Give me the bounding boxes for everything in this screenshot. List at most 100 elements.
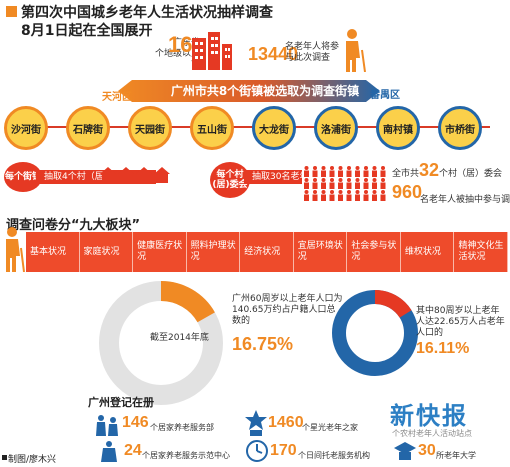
elder-person-icon xyxy=(355,178,360,189)
registry-number: 146 xyxy=(122,414,149,431)
committees-suffix: 个村（居）委会 xyxy=(439,169,503,179)
survey-category: 家庭状况 xyxy=(80,232,134,272)
registry-text: 所老年大学 xyxy=(436,451,476,460)
elder-person-icon xyxy=(346,166,352,177)
service-center-icon xyxy=(101,441,117,462)
registry-text: 个居家养老服务示范中心 xyxy=(142,451,230,460)
elder-person-icon xyxy=(312,166,318,177)
category-bar xyxy=(26,232,508,272)
elder-person-icon xyxy=(355,190,360,201)
elder-person-icon xyxy=(312,190,318,201)
street-circle: 市桥街 xyxy=(438,106,482,150)
registry-number: 170 xyxy=(270,442,297,459)
guangdong-prefix: 广东省 xyxy=(172,38,200,48)
survey-category: 宜居环境状况 xyxy=(294,232,348,272)
participants-number: 13440 xyxy=(248,44,299,64)
elder-person-icon xyxy=(338,190,343,201)
elder-person-icon xyxy=(304,178,309,189)
daycare-icon xyxy=(246,440,268,462)
elder-person-icon xyxy=(329,178,335,189)
elderly-population-percent: 16.75% xyxy=(232,334,294,354)
street-circle: 大龙街 xyxy=(252,106,296,150)
survey-category: 经济状况 xyxy=(240,232,294,272)
tianhe-district-label: 天河区 xyxy=(102,92,132,103)
street-circle: 五山街 xyxy=(190,106,234,150)
elderly-80-desc: 其中80周岁以上老年人达22.65万人占老年人口的 xyxy=(416,306,505,338)
street-circle: 天园街 xyxy=(128,106,172,150)
elder-with-cane-icon xyxy=(6,227,25,272)
elder-person-icon xyxy=(363,190,369,201)
star-home-icon xyxy=(245,410,267,436)
elder-person-icon xyxy=(372,166,377,177)
survey-category: 健康医疗状况 xyxy=(133,232,187,272)
survey-category: 维权状况 xyxy=(401,232,455,272)
elder-person-icon xyxy=(312,178,318,189)
committees-number: 32 xyxy=(419,160,440,180)
elder-person-icon xyxy=(321,166,326,177)
elder-person-icon xyxy=(321,178,326,189)
houses-icon xyxy=(100,167,170,183)
survey-category: 基本状况 xyxy=(26,232,80,272)
elder-person-icon xyxy=(372,190,377,201)
registry-text: 个星光老年之家 xyxy=(302,423,358,432)
title-bullet xyxy=(6,6,17,17)
survey-category: 精神文化生活状况 xyxy=(454,232,508,272)
credit-mark xyxy=(2,455,7,460)
watermark-logo: 新快报 xyxy=(390,402,468,430)
elder-person-icon xyxy=(346,178,352,189)
banner-text: 广州市共8个街镇被选取为调查街镇 xyxy=(170,84,360,98)
elderly-ratio-donut xyxy=(99,281,223,405)
elderly-80-ratio-donut xyxy=(332,290,418,376)
committees-prefix: 全市共 xyxy=(392,169,420,179)
registry-number: 30 xyxy=(418,442,436,459)
elder-person-icon xyxy=(380,166,386,177)
elder-person-icon xyxy=(329,190,335,201)
elder-person-icon xyxy=(363,166,369,177)
elder-person-icon xyxy=(346,190,352,201)
caregiver-icon xyxy=(96,415,118,436)
per-village-action: 抽取30名老年人 xyxy=(244,170,317,184)
credit-text: 制图/廖木兴 xyxy=(8,455,57,465)
survey-title: 调查问卷分“九大板块” xyxy=(6,218,141,233)
elder-person-icon xyxy=(380,190,386,201)
street-circle: 沙河街 xyxy=(4,106,48,150)
participants-text: 名老年人将参与此次调查 xyxy=(285,42,340,63)
elder-person-icon xyxy=(372,178,377,189)
guangdong-cities-number: 16 xyxy=(168,32,193,57)
street-circle: 南村镇 xyxy=(376,106,420,150)
street-circle: 石牌街 xyxy=(66,106,110,150)
elder-person-icon xyxy=(304,166,309,177)
survey-category: 照料护理状况 xyxy=(187,232,241,272)
elders-grid-icon xyxy=(304,166,386,201)
elder-person-icon xyxy=(329,166,335,177)
elder-person-icon xyxy=(321,190,326,201)
survey-category: 社会参与状况 xyxy=(347,232,401,272)
per-village-badge: 每个村(居)委会 xyxy=(210,162,250,198)
sampled-elders-number: 960 xyxy=(392,182,423,202)
committees-line: 全市共32个村（居）委会 xyxy=(392,160,502,181)
street-circle: 洛浦街 xyxy=(314,106,358,150)
page-subtitle: 8月1日起在全国展开 xyxy=(21,23,153,39)
elder-person-icon xyxy=(304,190,309,201)
elder-person-icon xyxy=(338,166,343,177)
as-of-date: 截至2014年底 xyxy=(150,333,209,343)
per-street-badge: 每个街镇 xyxy=(4,162,42,192)
elder-person-icon xyxy=(338,178,343,189)
elder-with-cane-icon xyxy=(346,29,366,72)
elder-person-icon xyxy=(363,178,369,189)
watermark-subtext: 个农村老年人活动站点 xyxy=(392,429,472,438)
registry-title: 广州登记在册 xyxy=(88,396,154,409)
selection-banner xyxy=(118,80,380,102)
registry-number: 24 xyxy=(124,442,142,459)
elderly-population-desc: 广州60周岁以上老年人口为140.65万约占户籍人口总数的 xyxy=(232,294,343,326)
elder-person-icon xyxy=(355,166,360,177)
registry-number: 1460 xyxy=(268,414,304,431)
elderly-80-percent: 16.11% xyxy=(416,340,470,357)
page-title: 第四次中国城乡老年人生活状况抽样调查 xyxy=(21,5,273,21)
registry-text: 个日间托老服务机构 xyxy=(298,451,370,460)
panyu-district-label: 番禺区 xyxy=(370,90,400,101)
elder-university-icon xyxy=(394,442,416,460)
elder-person-icon xyxy=(380,178,386,189)
sampled-elders-text: 名老年人被抽中参与调查 xyxy=(420,195,510,205)
registry-text: 个居家养老服务部 xyxy=(150,423,214,432)
